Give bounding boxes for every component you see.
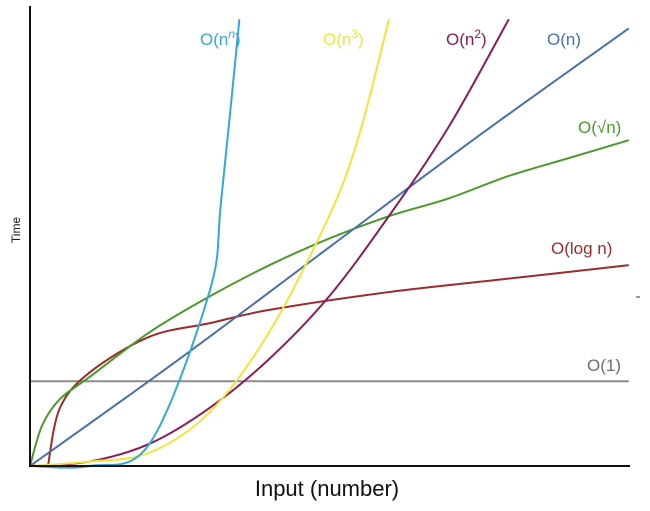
series-line-3	[29, 27, 629, 467]
x-axis-title: Input (number)	[255, 476, 399, 501]
label-o-n-squared: O(n2)	[446, 27, 487, 49]
label-o-log-n: O(log n)	[551, 239, 612, 258]
label-o-n-n: O(nn)	[200, 27, 241, 49]
y-axis-title: Time	[9, 217, 23, 244]
series-line-2	[29, 139, 629, 467]
series-line-5	[29, 19, 390, 467]
series-line-4	[29, 19, 510, 467]
series-line-1	[46, 264, 629, 467]
label-o-n: O(n)	[547, 30, 581, 49]
label-o-n-cubed: O(n3)	[323, 27, 364, 49]
label-o-sqrt-n: O(√n)	[578, 118, 621, 137]
curves-layer	[29, 19, 629, 469]
label-o-1: O(1)	[587, 356, 621, 375]
series-line-6	[29, 19, 241, 469]
